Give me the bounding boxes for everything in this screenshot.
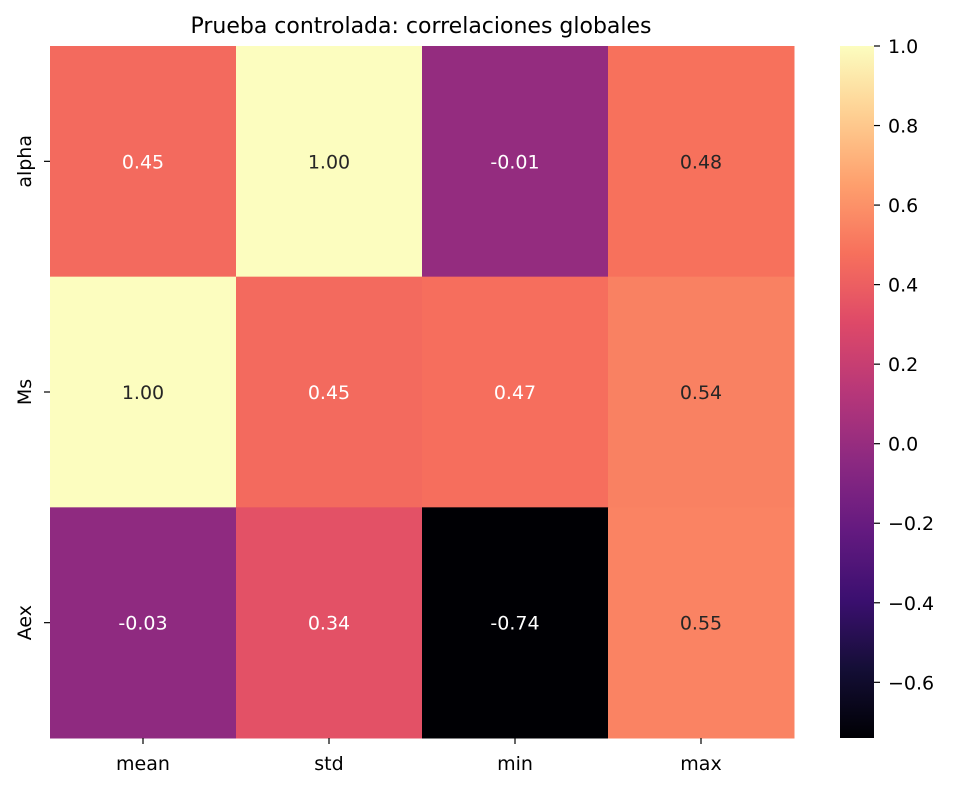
heatmap-cell [236, 276, 423, 508]
heatmap-cell [608, 507, 795, 739]
cell-value-label: -0.74 [490, 613, 539, 635]
x-tick-label: max [680, 753, 721, 775]
cell-value-label: 1.00 [122, 382, 164, 404]
heatmap-cell [422, 46, 609, 278]
cell-value-label: -0.01 [490, 151, 539, 173]
heatmap-cell [608, 46, 795, 278]
cell-value-label: 0.45 [308, 382, 350, 404]
heatmap-cell [50, 276, 237, 508]
x-tick-label: std [314, 753, 343, 775]
heatmap-cell [422, 276, 609, 508]
cell-value-label: 0.55 [680, 613, 722, 635]
colorbar-tick-label: 0.8 [888, 116, 918, 138]
colorbar-tick-label: 0.2 [888, 354, 918, 376]
heatmap-cell [50, 46, 237, 278]
cell-value-label: 0.45 [122, 151, 164, 173]
colorbar-tick-label: −0.6 [888, 672, 934, 694]
heatmap-cell [236, 46, 423, 278]
colorbar-tick-label: −0.2 [888, 513, 934, 535]
y-tick-label: Aex [14, 605, 36, 640]
y-tick-label: alpha [14, 135, 36, 188]
x-axis: mean std min max [116, 738, 722, 775]
x-tick-label: min [497, 753, 533, 775]
colorbar-axis: 1.0 0.8 0.6 0.4 0.2 0.0 −0.2 −0.4 −0.6 [874, 36, 934, 694]
heatmap-cells: 0.45 1.00 -0.01 0.48 1.00 0.45 0.47 0.54 -0.03 0.… [50, 46, 795, 739]
chart-title: Prueba controlada: correlaciones globale… [190, 14, 651, 39]
colorbar-tick-label: −0.4 [888, 593, 934, 615]
cell-value-label: 0.54 [680, 382, 722, 404]
colorbar [840, 46, 874, 738]
cell-value-label: 0.34 [308, 613, 350, 635]
colorbar-tick-label: 0.0 [888, 434, 918, 456]
cell-value-label: -0.03 [118, 613, 167, 635]
x-tick-label: mean [116, 753, 170, 775]
cell-value-label: 1.00 [308, 151, 350, 173]
colorbar-tick-label: 1.0 [888, 36, 918, 58]
heatmap-cell [608, 276, 795, 508]
colorbar-tick-label: 0.4 [888, 275, 918, 297]
y-tick-label: Ms [14, 379, 36, 405]
cell-value-label: 0.47 [494, 382, 536, 404]
heatmap-cell [50, 507, 237, 739]
heatmap-cell [422, 507, 609, 739]
cell-value-label: 0.48 [680, 151, 722, 173]
colorbar-tick-label: 0.6 [888, 195, 918, 217]
y-axis: alpha Ms Aex [14, 135, 50, 640]
heatmap-cell [236, 507, 423, 739]
